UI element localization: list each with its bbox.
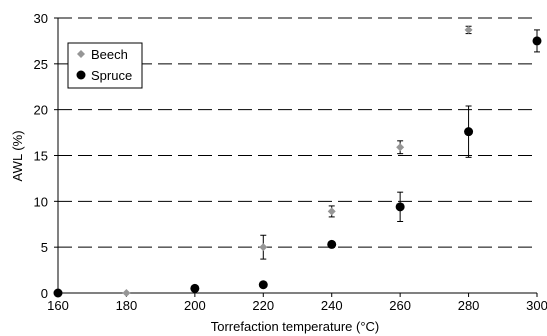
beech-point-260 bbox=[396, 143, 405, 152]
spruce-point-160 bbox=[53, 288, 63, 298]
x-tick-label-220: 220 bbox=[252, 298, 274, 313]
legend-spruce-marker bbox=[76, 70, 86, 80]
y-tick-labels: 0 5 10 15 20 25 30 bbox=[34, 11, 48, 301]
x-tick-label-180: 180 bbox=[116, 298, 138, 313]
y-tick-label-25: 25 bbox=[34, 57, 48, 72]
y-tick-label-20: 20 bbox=[34, 103, 48, 118]
legend-beech-marker bbox=[77, 50, 85, 58]
x-tick-label-160: 160 bbox=[47, 298, 69, 313]
spruce-point-240 bbox=[327, 239, 337, 249]
y-tick-label-10: 10 bbox=[34, 194, 48, 209]
axes bbox=[54, 17, 538, 297]
x-tick-label-240: 240 bbox=[321, 298, 343, 313]
y-tick-label-15: 15 bbox=[34, 149, 48, 164]
legend-beech-label: Beech bbox=[91, 47, 128, 62]
y-tick-label-5: 5 bbox=[41, 240, 48, 255]
spruce-point-280 bbox=[464, 127, 474, 137]
spruce-point-300 bbox=[532, 36, 542, 46]
x-tick-label-260: 260 bbox=[389, 298, 411, 313]
spruce-point-200 bbox=[190, 283, 200, 293]
x-tick-label-300: 300 bbox=[526, 298, 547, 313]
x-tick-label-280: 280 bbox=[458, 298, 480, 313]
data-marks bbox=[53, 25, 542, 298]
beech-point-280 bbox=[464, 25, 473, 34]
x-axis-label: Torrefaction temperature (°C) bbox=[211, 319, 379, 334]
spruce-point-220 bbox=[258, 280, 268, 290]
beech-point-240 bbox=[327, 207, 336, 216]
x-tick-label-200: 200 bbox=[184, 298, 206, 313]
beech-point-220 bbox=[259, 243, 268, 252]
spruce-point-260 bbox=[395, 202, 405, 212]
legend-spruce-label: Spruce bbox=[91, 68, 132, 83]
y-tick-label-30: 30 bbox=[34, 11, 48, 26]
y-axis-label: AWL (%) bbox=[10, 130, 25, 181]
x-tick-labels: 160 180 200 220 240 260 280 300 bbox=[47, 298, 547, 313]
legend: Beech Spruce bbox=[67, 42, 143, 89]
legend-box bbox=[67, 42, 143, 89]
y-tick-label-0: 0 bbox=[41, 286, 48, 301]
beech-point-180 bbox=[122, 289, 131, 297]
